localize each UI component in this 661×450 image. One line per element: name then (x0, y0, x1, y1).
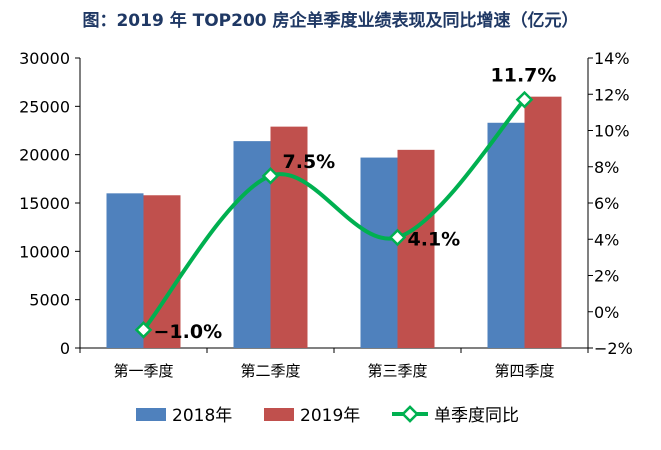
data-label: 4.1% (408, 228, 461, 250)
legend-swatch-2018年 (136, 408, 166, 421)
line-point-marker (388, 228, 407, 247)
legend-swatch-marker (401, 405, 419, 423)
line-单季度同比 (141, 98, 526, 332)
line-point-marker (261, 166, 280, 185)
left-tick-label: 0 (60, 339, 70, 358)
bar-2019年 (270, 126, 308, 348)
right-tick-label: 2% (594, 267, 619, 286)
chart-title: 图：2019 年 TOP200 房企单季度业绩表现及同比增速（亿元） (82, 11, 579, 31)
left-tick-label: 30000 (19, 49, 70, 68)
category-label: 第四季度 (494, 362, 554, 380)
bar-2019年 (397, 149, 435, 348)
right-tick-label: 0% (594, 303, 619, 322)
left-tick-label: 10000 (19, 242, 70, 261)
bar-2018年 (487, 122, 525, 349)
right-tick-label: 10% (594, 122, 630, 141)
right-tick-label: −2% (594, 339, 633, 358)
data-label: −1.0% (154, 321, 223, 343)
line-point-marker (134, 321, 153, 339)
left-tick-label: 5000 (29, 291, 70, 310)
bar-2019年 (524, 96, 562, 349)
bar-2018年 (360, 157, 398, 348)
legend-swatch-2019年 (264, 408, 294, 421)
right-tick-label: 6% (594, 194, 619, 213)
line-point-marker (515, 90, 534, 109)
left-tick-label: 15000 (19, 194, 70, 213)
right-tick-label: 12% (594, 85, 630, 104)
legend-label: 单季度同比 (434, 406, 519, 426)
legend-label: 2019年 (300, 406, 360, 426)
bar-2018年 (233, 141, 271, 348)
category-label: 第一季度 (113, 362, 173, 380)
left-tick-label: 25000 (19, 97, 70, 116)
left-tick-label: 20000 (19, 146, 70, 165)
category-label: 第三季度 (367, 362, 427, 380)
data-label: 11.7% (491, 65, 557, 87)
right-tick-label: 4% (594, 230, 619, 249)
bar-2018年 (106, 193, 144, 348)
category-label: 第二季度 (240, 362, 300, 380)
legend-label: 2018年 (172, 406, 232, 426)
data-label: 7.5% (283, 151, 336, 173)
right-tick-label: 14% (594, 49, 630, 68)
right-tick-label: 8% (594, 158, 619, 177)
